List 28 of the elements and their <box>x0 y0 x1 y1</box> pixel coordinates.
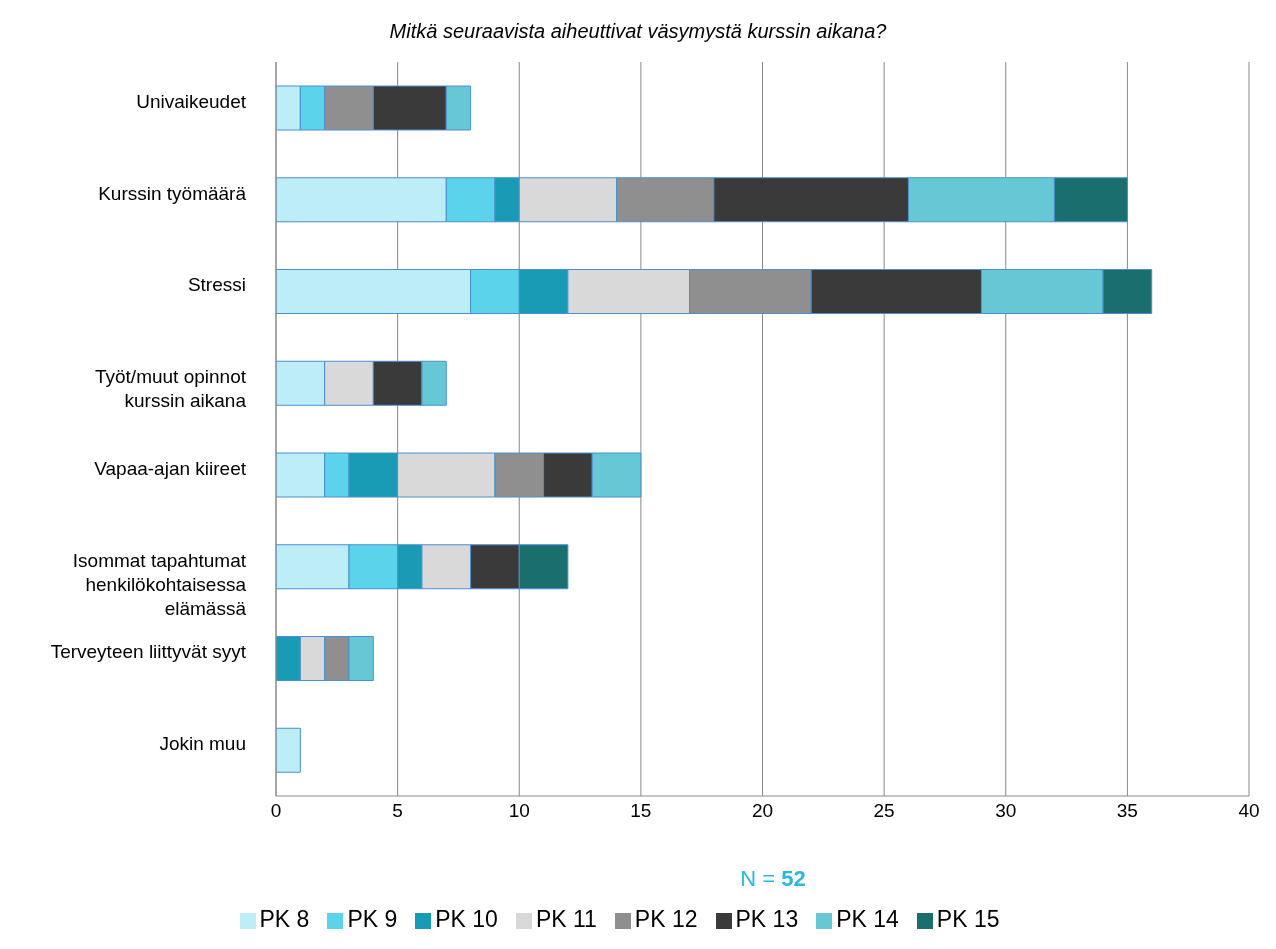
y-tick-label: Isommat tapahtumat henkilökohtaisessa elämässä <box>72 549 247 619</box>
x-tick-label: 30 <box>995 800 1017 822</box>
x-tick-label: 25 <box>873 800 895 822</box>
chart-title: Mitkä seuraavista aiheuttivat väsymystä kurssin aikana? <box>388 20 888 43</box>
x-tick-label: 0 <box>270 800 282 822</box>
legend-label: PK 11 <box>535 906 597 932</box>
y-tick-label: Univaikeudet <box>136 90 247 112</box>
y-tick-label: Jokin muu <box>159 733 246 755</box>
legend-label: PK 12 <box>634 906 698 932</box>
x-tick-label: 35 <box>1116 800 1138 822</box>
legend-label: PK 14 <box>836 906 899 932</box>
bar <box>276 727 301 773</box>
y-tick-label: Kurssin työmäärä <box>98 182 247 204</box>
y-tick-label: Terveyteen liittyvät syyt <box>50 641 247 663</box>
x-tick-label: 10 <box>508 800 530 822</box>
x-tick-label: 40 <box>1238 800 1260 822</box>
legend-label: PK 15 <box>936 906 1000 932</box>
y-tick-label: Stressi <box>187 274 246 296</box>
x-tick-label: 20 <box>751 800 774 822</box>
x-tick-label: 5 <box>392 800 403 822</box>
text: N = 52 <box>740 866 806 891</box>
legend-label: PK 9 <box>347 906 398 932</box>
legend-label: PK 8 <box>259 906 310 932</box>
y-tick-label: Vapaa-ajan kiireet <box>94 457 247 479</box>
legend-label: PK 10 <box>435 906 498 932</box>
legend-label: PK 13 <box>735 906 799 932</box>
y-tick-label: Työt/muut opinnot kurssin aikana <box>94 366 247 412</box>
x-tick-label: 15 <box>630 800 652 822</box>
